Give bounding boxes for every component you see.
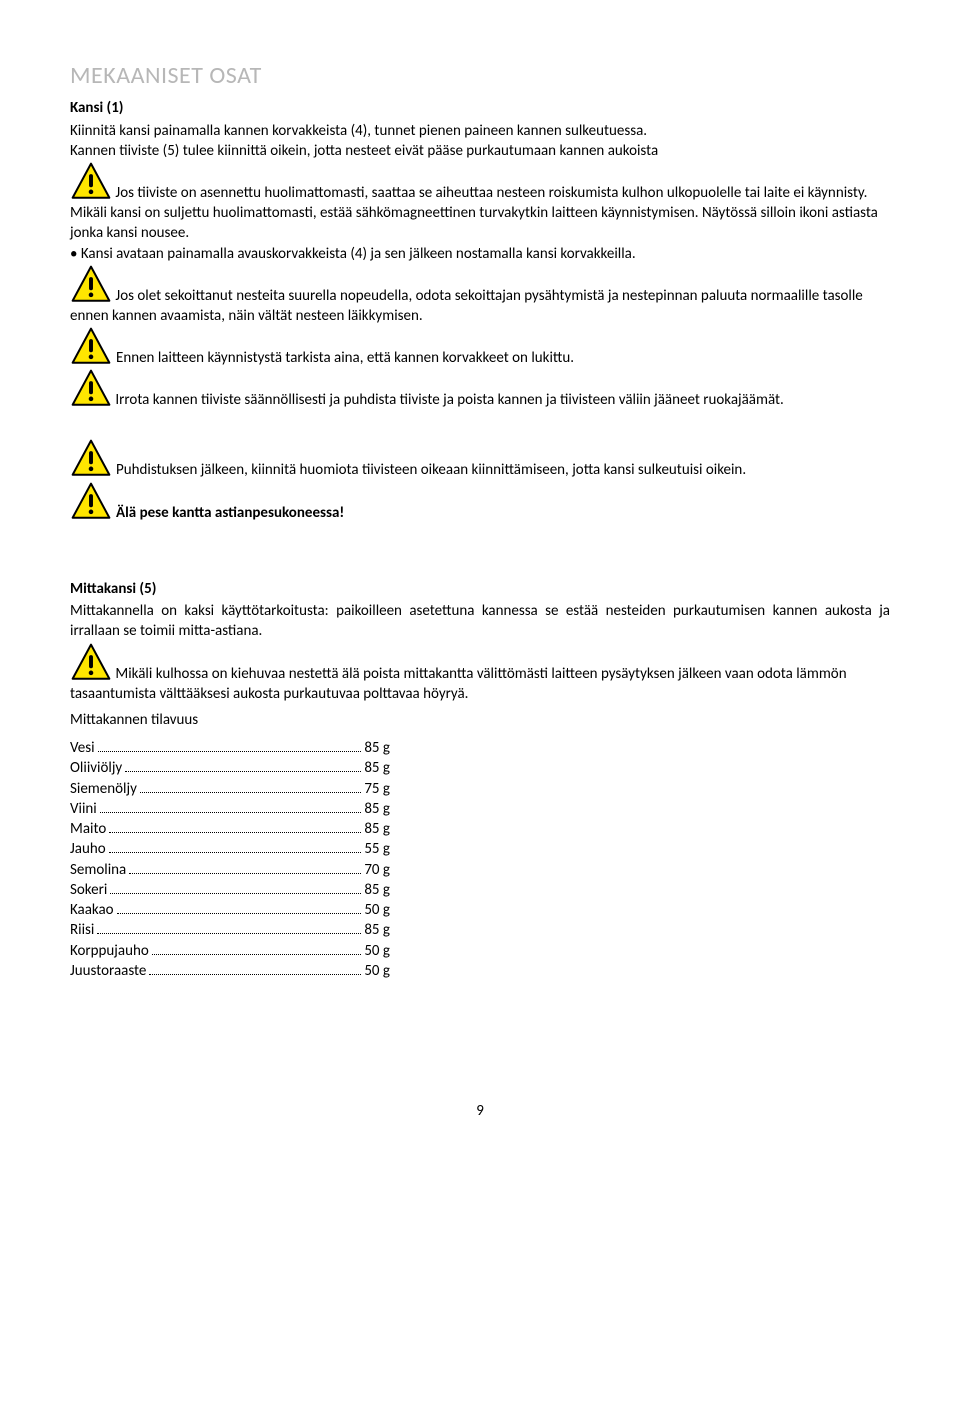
dots-leader	[129, 861, 361, 874]
warning-block: Ennen laitteen käynnistystä tarkista ain…	[70, 326, 890, 368]
dots-leader	[97, 921, 361, 934]
paragraph: Kannen tiiviste (5) tulee kiinnittä oike…	[70, 141, 890, 161]
capacity-value: 75 g	[364, 779, 390, 799]
dots-leader	[152, 942, 362, 955]
paragraph: Mittakannella on kaksi käyttötarkoitusta…	[70, 601, 890, 642]
capacity-row: Maito 85 g	[70, 819, 390, 839]
capacity-label: Oliiviöljy	[70, 758, 122, 778]
capacity-label: Jauho	[70, 839, 106, 859]
main-heading: MEKAANISET OSAT	[70, 60, 890, 92]
capacity-label: Viini	[70, 799, 97, 819]
capacity-row: Siemenöljy 75 g	[70, 779, 390, 799]
dots-leader	[140, 780, 361, 793]
capacity-list: Vesi85 gOliiviöljy85 gSiemenöljy75 gViin…	[70, 738, 890, 981]
paragraph: Puhdistuksen jälkeen, kiinnitä huomiota …	[116, 438, 890, 480]
capacity-label: Riisi	[70, 920, 94, 940]
capacity-value: 55 g	[364, 839, 390, 859]
capacity-label: Vesi	[70, 738, 95, 758]
warning-icon	[70, 438, 112, 480]
capacity-value: 50 g	[364, 961, 390, 981]
capacity-value: 50 g	[364, 941, 390, 961]
dots-leader	[98, 739, 362, 752]
capacity-value: 85 g	[364, 819, 390, 839]
paragraph: Mikäli kulhossa on kiehuvaa nestettä älä…	[70, 664, 847, 702]
paragraph: Älä pese kantta astianpesukoneessa!	[116, 481, 890, 523]
capacity-value: 85 g	[364, 738, 390, 758]
warning-block: Mikäli kulhossa on kiehuvaa nestettä älä…	[70, 642, 890, 704]
paragraph: Ennen laitteen käynnistystä tarkista ain…	[116, 326, 890, 368]
capacity-value: 85 g	[364, 758, 390, 778]
warning-icon	[70, 642, 112, 684]
capacity-value: 85 g	[364, 799, 390, 819]
section-1-title: Kansi (1)	[70, 98, 890, 118]
section-2-title: Mittakansi (5)	[70, 579, 890, 599]
capacity-label: Semolina	[70, 860, 126, 880]
capacity-label: Maito	[70, 819, 106, 839]
capacity-label: Juustoraaste	[70, 961, 146, 981]
warning-block: Älä pese kantta astianpesukoneessa!	[70, 481, 890, 523]
paragraph: Irrota kannen tiiviste säännöllisesti ja…	[115, 391, 783, 409]
warning-icon	[70, 161, 112, 203]
capacity-row: Juustoraaste 50 g	[70, 961, 390, 981]
warning-icon	[70, 481, 112, 523]
warning-block: Jos tiiviste on asennettu huolimattomast…	[70, 161, 890, 203]
dots-leader	[117, 901, 362, 914]
warning-icon	[70, 368, 112, 410]
dots-leader	[100, 800, 362, 813]
capacity-label: Korppujauho	[70, 941, 149, 961]
capacity-label: Siemenöljy	[70, 779, 137, 799]
capacity-value: 70 g	[364, 860, 390, 880]
capacity-value: 85 g	[364, 920, 390, 940]
dots-leader	[110, 881, 361, 894]
capacity-title: Mittakannen tilavuus	[70, 710, 890, 730]
paragraph: Kiinnitä kansi painamalla kannen korvakk…	[70, 121, 890, 141]
capacity-label: Kaakao	[70, 900, 114, 920]
paragraph: Jos tiiviste on asennettu huolimattomast…	[115, 184, 867, 202]
warning-block: Irrota kannen tiiviste säännöllisesti ja…	[70, 368, 890, 410]
capacity-row: Vesi 85 g	[70, 738, 390, 758]
dots-leader	[109, 840, 362, 853]
capacity-row: Sokeri 85 g	[70, 880, 390, 900]
warning-icon	[70, 326, 112, 368]
page-number: 9	[70, 1101, 890, 1121]
warning-block: Puhdistuksen jälkeen, kiinnitä huomiota …	[70, 438, 890, 480]
bullet-item: • Kansi avataan painamalla avauskorvakke…	[70, 244, 890, 264]
dots-leader	[149, 962, 361, 975]
capacity-label: Sokeri	[70, 880, 107, 900]
warning-icon	[70, 264, 112, 306]
capacity-row: Korppujauho 50 g	[70, 941, 390, 961]
dots-leader	[125, 759, 361, 772]
capacity-row: Semolina 70 g	[70, 860, 390, 880]
capacity-row: Oliiviöljy 85 g	[70, 758, 390, 778]
dots-leader	[109, 820, 361, 833]
capacity-value: 85 g	[364, 880, 390, 900]
capacity-row: Jauho 55 g	[70, 839, 390, 859]
paragraph: Mikäli kansi on suljettu huolimattomasti…	[70, 203, 890, 244]
capacity-row: Viini 85 g	[70, 799, 390, 819]
warning-block: Jos olet sekoittanut nesteita suurella n…	[70, 264, 890, 326]
paragraph: Jos olet sekoittanut nesteita suurella n…	[70, 287, 863, 325]
capacity-row: Kaakao 50 g	[70, 900, 390, 920]
capacity-value: 50 g	[364, 900, 390, 920]
capacity-row: Riisi 85 g	[70, 920, 390, 940]
